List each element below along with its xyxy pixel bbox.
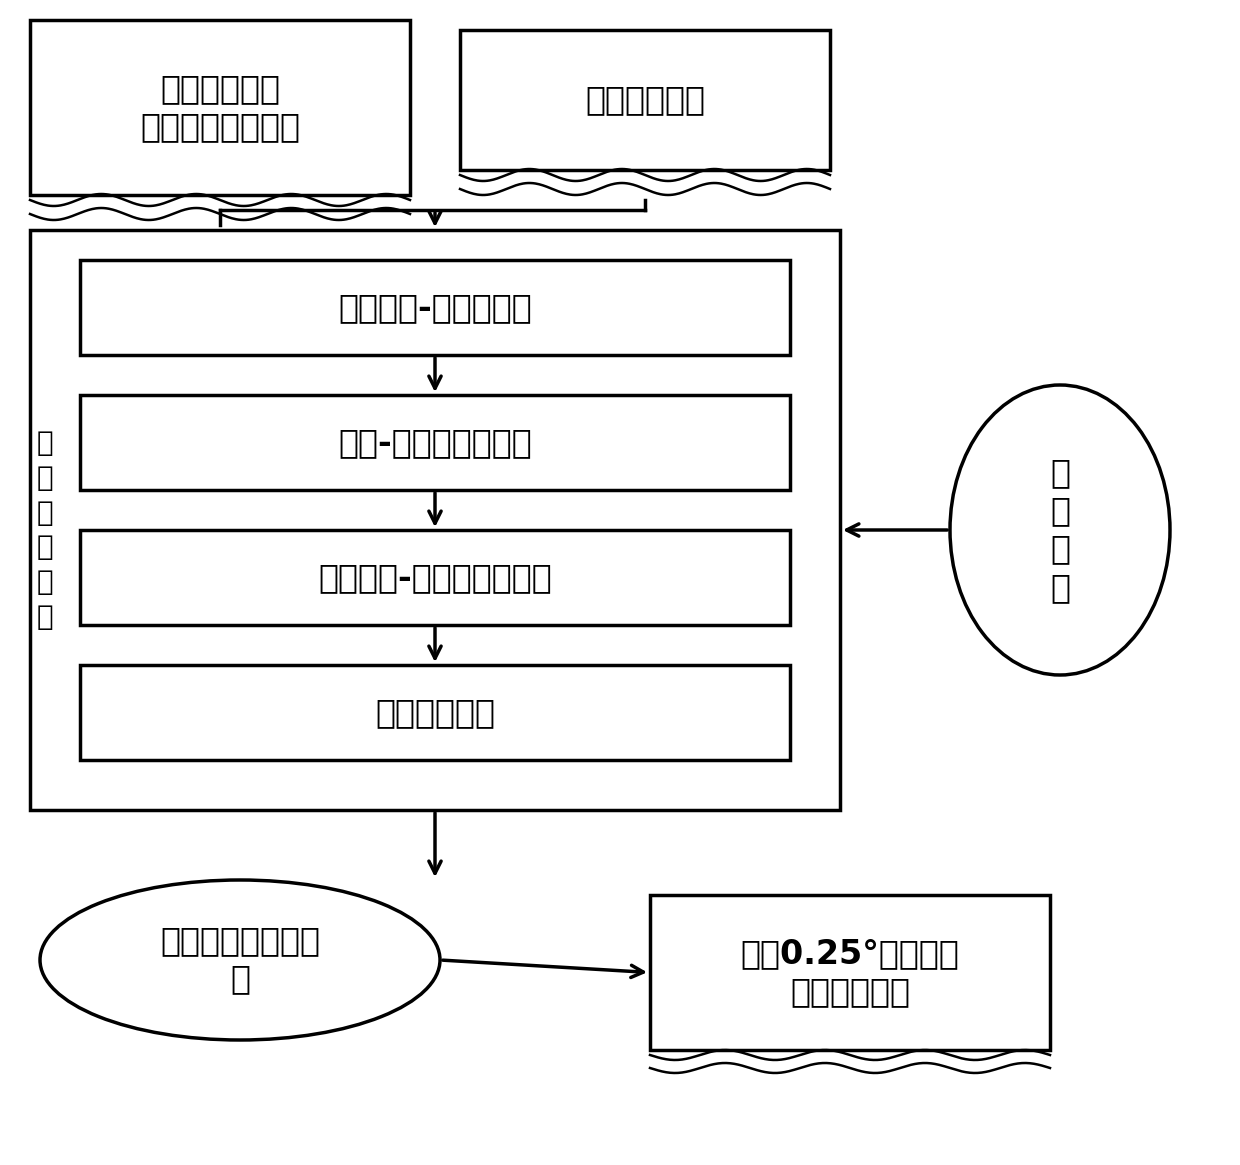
Text: 参
数
率
定: 参 数 率 定	[1050, 457, 1070, 603]
Text: 微
波
反
演
模
型: 微 波 反 演 模 型	[37, 430, 53, 630]
Text: 亮度温度-发射率转换: 亮度温度-发射率转换	[339, 291, 532, 324]
Text: 预处理、整合
后的亮度温度数据: 预处理、整合 后的亮度温度数据	[140, 72, 300, 143]
Ellipse shape	[40, 880, 440, 1040]
Bar	[81, 395, 790, 490]
Bar	[81, 665, 790, 760]
Bar	[30, 230, 839, 810]
Bar	[81, 260, 790, 355]
Bar	[30, 20, 410, 195]
Text: 空间拼接、缺失插
值: 空间拼接、缺失插 值	[160, 924, 320, 996]
Text: 土壤湿度反演: 土壤湿度反演	[374, 696, 495, 729]
Bar	[460, 30, 830, 170]
Bar	[81, 530, 790, 624]
Text: 其它辅助数据: 其它辅助数据	[585, 84, 706, 116]
Text: 介电常数-发射率关联反推: 介电常数-发射率关联反推	[319, 562, 552, 594]
Text: 植被-地表粗糙度消除: 植被-地表粗糙度消除	[339, 426, 532, 459]
Bar	[650, 895, 1050, 1050]
Text: 全国0.25°时空重建
土壤湿度产品: 全国0.25°时空重建 土壤湿度产品	[740, 937, 960, 1008]
Ellipse shape	[950, 384, 1171, 675]
